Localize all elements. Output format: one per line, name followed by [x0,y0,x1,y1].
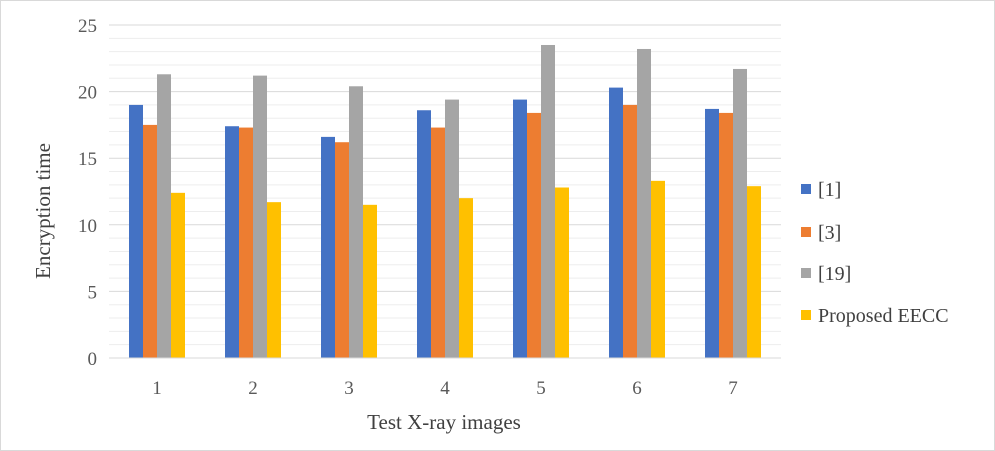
bars [129,44,761,359]
x-tick-label: 6 [632,378,642,399]
bar-series-4-cat-7 [747,186,761,358]
bar-series-2-cat-1 [143,124,157,359]
y-tick-label: 15 [78,149,97,170]
legend: [1] [3] [19] Proposed EECC [801,179,949,327]
x-tick-label: 4 [440,378,450,399]
legend-label: [1] [818,179,841,201]
bar-series-2-cat-2 [239,127,253,359]
legend-swatch [801,310,811,320]
bar-series-3-cat-5 [541,44,555,358]
bar-series-4-cat-2 [267,202,281,358]
bar-series-3-cat-6 [637,48,651,358]
y-tick-label: 20 [78,83,97,104]
x-tick-label: 2 [248,378,258,399]
bar-series-2-cat-6 [623,104,637,358]
x-axis-title: Test X-ray images [367,410,521,434]
y-axis-title: Encryption time [31,143,55,279]
legend-label: Proposed EECC [818,305,949,327]
legend-label: [3] [818,222,841,244]
y-tick-label: 10 [78,216,97,237]
bar-series-1-cat-6 [609,87,623,358]
bar-series-1-cat-3 [321,136,335,358]
y-tick-label: 5 [88,282,98,303]
x-tick-label: 7 [728,378,738,399]
bar-series-3-cat-3 [349,86,363,358]
x-tick-label: 3 [344,378,354,399]
bar-series-3-cat-2 [253,75,267,358]
bar-series-4-cat-5 [555,187,569,358]
bar-series-4-cat-1 [171,192,185,358]
bar-series-3-cat-1 [157,74,171,358]
legend-swatch [801,227,811,237]
bar-series-2-cat-5 [527,112,541,358]
bar-series-1-cat-5 [513,99,527,358]
bar-series-1-cat-7 [705,108,719,358]
bar-series-1-cat-2 [225,126,239,359]
x-tick-label: 1 [152,378,162,399]
bar-series-4-cat-6 [651,180,665,358]
legend-label: [19] [818,263,851,285]
x-tick-label: 5 [536,378,546,399]
legend-swatch [801,268,811,278]
bar-series-2-cat-7 [719,112,733,358]
bar-series-4-cat-4 [459,198,473,358]
legend-swatch [801,184,811,194]
bar-series-3-cat-7 [733,68,747,359]
x-tick-labels: 1 2 3 4 5 6 7 [152,378,738,399]
y-tick-labels: 0 5 10 15 20 25 [78,16,97,370]
bar-series-1-cat-1 [129,104,143,358]
y-tick-label: 25 [78,16,97,37]
bar-series-1-cat-4 [417,110,431,358]
bar-series-2-cat-3 [335,142,349,358]
bar-series-3-cat-4 [445,99,459,358]
bar-series-4-cat-3 [363,204,377,358]
y-tick-label: 0 [88,349,98,370]
bar-series-2-cat-4 [431,127,445,359]
